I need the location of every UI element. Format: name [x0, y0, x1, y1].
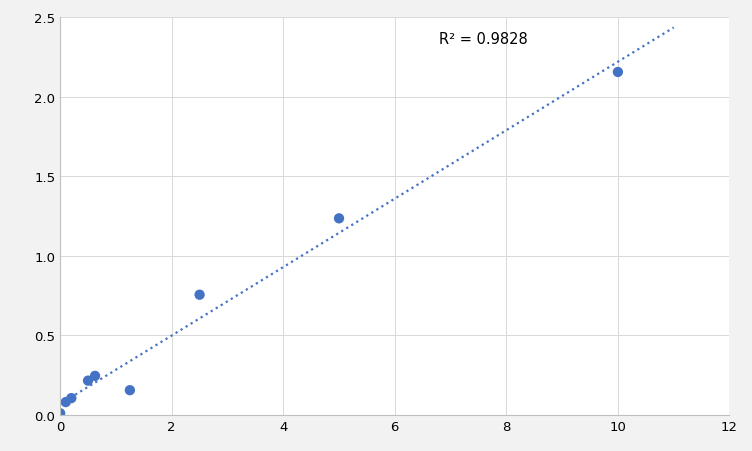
Point: [612, 69, 624, 76]
Point: [59, 399, 71, 406]
Point: [54, 410, 66, 417]
Point: [82, 377, 94, 384]
Point: [124, 387, 136, 394]
Text: R² = 0.9828: R² = 0.9828: [439, 32, 528, 46]
Point: [65, 395, 77, 402]
Point: [333, 215, 345, 222]
Point: [89, 373, 101, 380]
Point: [193, 291, 205, 299]
